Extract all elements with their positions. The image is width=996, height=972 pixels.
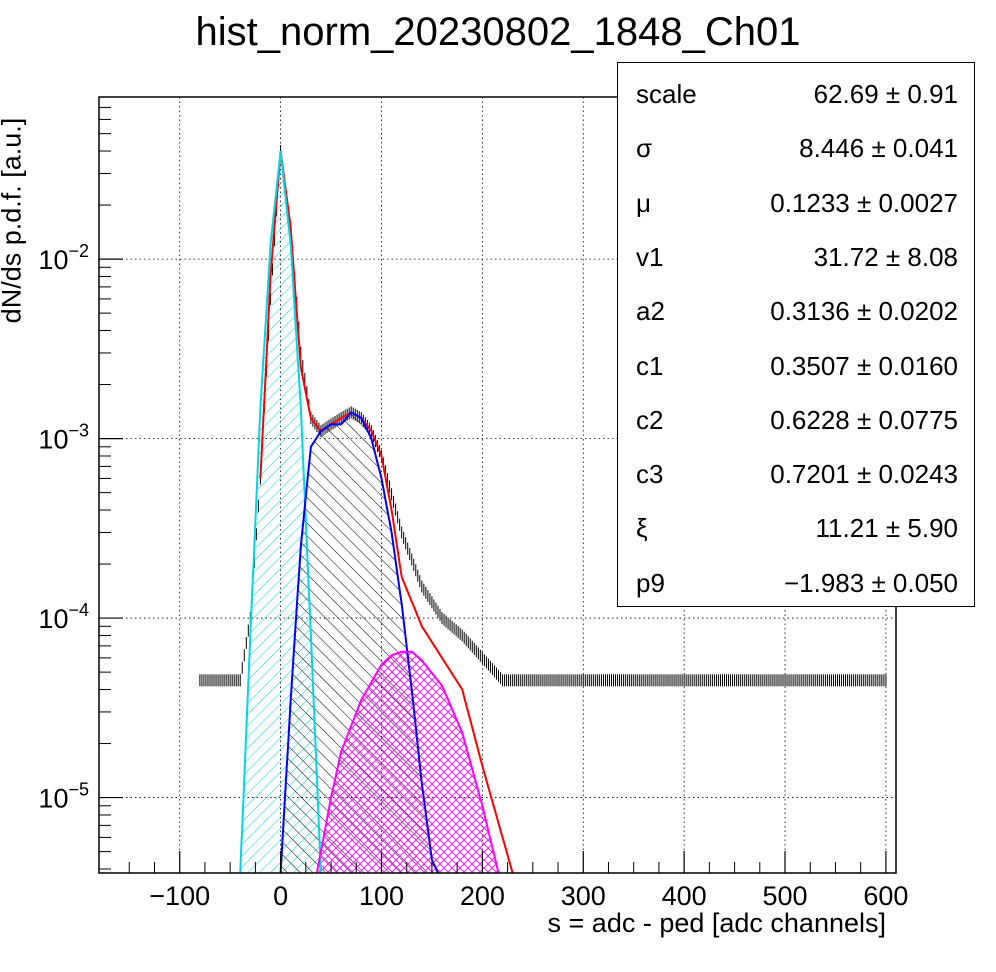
stat-name: scale bbox=[636, 79, 697, 109]
x-tick-label: 500 bbox=[762, 881, 807, 911]
multi-pe-fit-area bbox=[316, 651, 499, 873]
stat-row: μ 0.1233 ± 0.0027 bbox=[618, 188, 974, 242]
stat-value: −1.983 ± 0.050 bbox=[783, 567, 958, 598]
y-tick-label: 10−5 bbox=[38, 780, 89, 814]
stat-value: 0.3507 ± 0.0160 bbox=[770, 350, 958, 381]
x-tick-label: 0 bbox=[273, 881, 288, 911]
stat-value: 8.446 ± 0.041 bbox=[799, 133, 958, 164]
x-axis: −100 0 100 200 300 400 500 600 bbox=[128, 851, 908, 911]
fit-stats-box: scale 62.69 ± 0.91 σ 8.446 ± 0.041 μ 0.1233 ±… bbox=[617, 62, 975, 607]
histogram-bars bbox=[199, 145, 887, 687]
y-tick-label: 10−2 bbox=[38, 241, 89, 275]
stat-value: 0.7201 ± 0.0243 bbox=[770, 459, 958, 490]
stat-value: 0.3136 ± 0.0202 bbox=[770, 296, 958, 327]
y-tick-label: 10−3 bbox=[38, 421, 89, 455]
stat-row: c3 0.7201 ± 0.0243 bbox=[618, 459, 974, 513]
multi-pe-fit-curve bbox=[315, 650, 500, 874]
y-axis: 10−5 10−4 10−3 10−2 bbox=[38, 96, 123, 870]
stat-name: c1 bbox=[636, 350, 664, 381]
x-tick-label: −100 bbox=[149, 881, 210, 911]
stat-value: 62.69 ± 0.91 bbox=[813, 79, 958, 109]
stat-value: 0.1233 ± 0.0027 bbox=[770, 187, 958, 218]
stat-name: v1 bbox=[636, 241, 664, 272]
stat-name: ξ bbox=[636, 513, 648, 544]
chart-title: hist_norm_20230802_1848_Ch01 bbox=[195, 10, 801, 54]
stat-name: c2 bbox=[636, 404, 664, 435]
stat-row: scale 62.69 ± 0.91 bbox=[618, 79, 974, 133]
stat-row: c1 0.3507 ± 0.0160 bbox=[618, 351, 974, 405]
y-axis-label: dN/ds p.d.f. [a.u.] bbox=[0, 117, 27, 324]
stat-name: μ bbox=[636, 187, 651, 218]
stat-value: 31.72 ± 8.08 bbox=[813, 241, 958, 272]
fit-curves bbox=[239, 150, 514, 874]
stat-row: ξ 11.21 ± 5.90 bbox=[618, 513, 974, 567]
x-tick-label: 300 bbox=[561, 881, 606, 911]
pedestal-fit-curve bbox=[239, 150, 322, 874]
stat-name: a2 bbox=[636, 296, 665, 327]
x-tick-label: 100 bbox=[359, 881, 404, 911]
total-fit-curve bbox=[259, 150, 514, 874]
stat-name: c3 bbox=[636, 459, 664, 490]
stat-name: p9 bbox=[636, 567, 665, 598]
stat-row: p9 −1.983 ± 0.050 bbox=[618, 568, 974, 622]
x-tick-label: 400 bbox=[662, 881, 707, 911]
y-tick-label: 10−4 bbox=[38, 600, 89, 634]
stat-value: 11.21 ± 5.90 bbox=[815, 513, 958, 544]
x-tick-label: 200 bbox=[460, 881, 505, 911]
x-axis-label: s = adc - ped [adc channels] bbox=[547, 908, 886, 938]
stat-row: v1 31.72 ± 8.08 bbox=[618, 242, 974, 296]
single-pe-fit-curve bbox=[279, 411, 439, 874]
stat-name: σ bbox=[636, 133, 653, 164]
stat-row: σ 8.446 ± 0.041 bbox=[618, 133, 974, 187]
series-fills bbox=[240, 151, 499, 873]
x-tick-label: 600 bbox=[863, 881, 908, 911]
stat-value: 0.6228 ± 0.0775 bbox=[770, 404, 958, 435]
stat-row: a2 0.3136 ± 0.0202 bbox=[618, 296, 974, 350]
stat-row: c2 0.6228 ± 0.0775 bbox=[618, 405, 974, 459]
